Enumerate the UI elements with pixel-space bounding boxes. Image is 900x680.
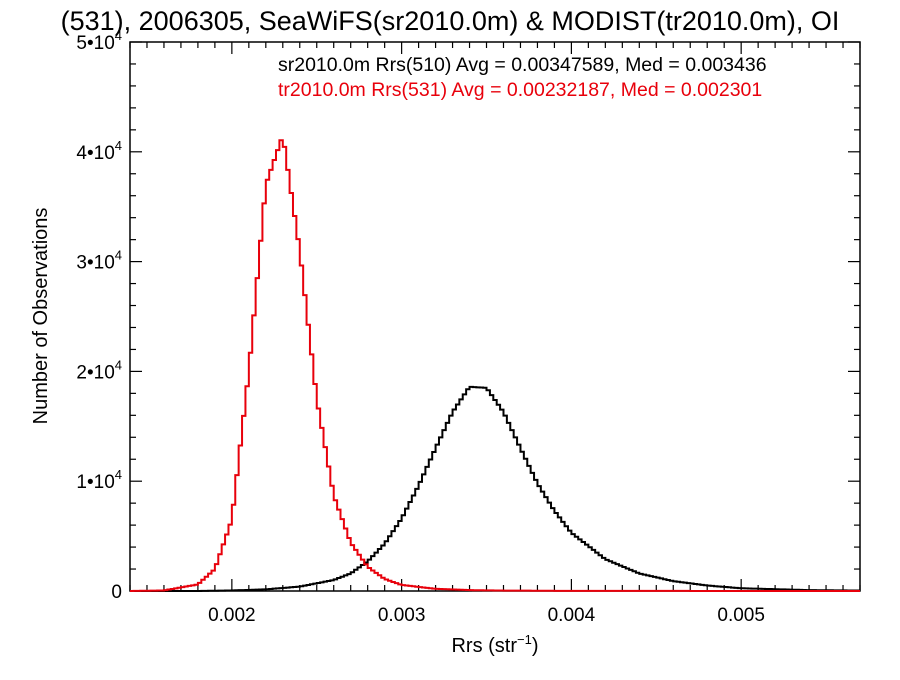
histogram-series-2 <box>130 139 860 592</box>
y-axis-label: Number of Observations <box>30 208 52 425</box>
y-tick-label: 3•104 <box>76 248 122 274</box>
y-tick-label-base: 4•10 <box>76 143 114 164</box>
histogram-series-1 <box>130 385 860 592</box>
chart-title: (531), 2006305, SeaWiFS(sr2010.0m) & MOD… <box>61 6 840 36</box>
y-tick-label-base: 0 <box>111 582 122 603</box>
y-tick-label-exponent: 4 <box>115 467 122 482</box>
x-axis-label-close: ) <box>532 635 539 657</box>
series-layer <box>130 139 860 592</box>
y-tick-label: 2•104 <box>76 357 122 383</box>
y-tick-label: 0 <box>111 582 122 603</box>
y-tick-label-exponent: 4 <box>115 28 122 43</box>
y-tick-label: 4•104 <box>76 138 122 164</box>
y-tick-label-base: 5•10 <box>76 33 114 54</box>
x-tick-label: 0.005 <box>717 605 765 626</box>
legend-entry-series-2: tr2010.0m Rrs(531) Avg = 0.00232187, Med… <box>278 79 762 101</box>
x-axis: 0.002 0.003 0.004 0.005 <box>129 42 861 626</box>
x-axis-label-text: Rrs (str <box>451 635 517 657</box>
plot-area-frame <box>129 41 861 592</box>
y-tick-label: 5•104 <box>76 28 122 54</box>
x-axis-label-superscript: −1 <box>517 632 532 647</box>
x-tick-label: 0.003 <box>378 605 426 626</box>
x-axis-label: Rrs (str−1) <box>451 632 538 657</box>
legend-entry-series-1: sr2010.0m Rrs(510) Avg = 0.00347589, Med… <box>278 54 767 76</box>
x-tick-label: 0.002 <box>208 605 256 626</box>
y-tick-label-exponent: 4 <box>115 357 122 372</box>
y-tick-label-base: 2•10 <box>76 362 114 383</box>
y-tick-label-exponent: 4 <box>115 248 122 263</box>
y-tick-label-base: 3•10 <box>76 253 114 274</box>
legend: sr2010.0m Rrs(510) Avg = 0.00347589, Med… <box>278 54 767 101</box>
y-tick-label-exponent: 4 <box>115 138 122 153</box>
y-tick-label: 1•104 <box>76 467 122 493</box>
x-tick-label: 0.004 <box>548 605 596 626</box>
y-tick-label-base: 1•10 <box>76 472 114 493</box>
